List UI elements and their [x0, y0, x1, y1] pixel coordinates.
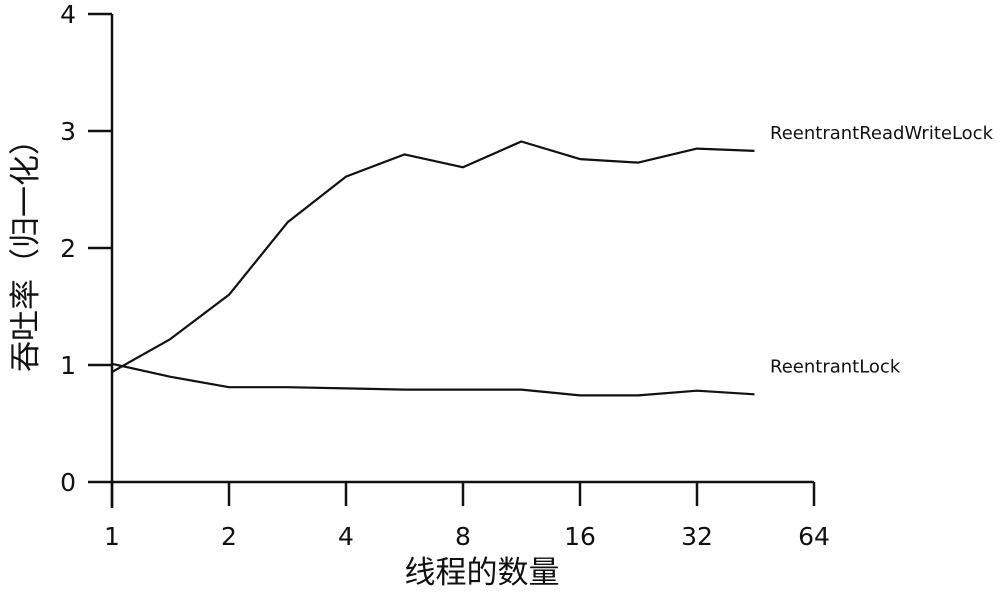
x-tick-label: 8: [455, 522, 471, 551]
x-tick-label: 4: [338, 522, 354, 551]
series-label-reentrantlock: ReentrantLock: [770, 356, 901, 377]
x-tick-label: 16: [564, 522, 596, 551]
series-line-reentrantlock: [111, 362, 755, 397]
x-axis-title: 线程的数量: [405, 555, 560, 591]
series-line-reentrantreadwritelock: [111, 140, 755, 373]
x-tick-label: 2: [221, 522, 237, 551]
y-tick-label: 3: [60, 117, 76, 146]
axes: [110, 14, 814, 508]
series-lines: [111, 140, 755, 397]
x-tick-label: 1: [104, 522, 120, 551]
y-tick-label: 4: [60, 0, 76, 29]
series-label-reentrantreadwritelock: ReentrantReadWriteLock: [770, 123, 994, 144]
series-labels: ReentrantReadWriteLock ReentrantLock: [770, 123, 994, 377]
y-tick-label: 1: [60, 351, 76, 380]
y-tick-label: 2: [60, 234, 76, 263]
x-tick-label: 32: [681, 522, 713, 551]
y-axis-title: 吞吐率（归一化）: [8, 124, 44, 372]
x-tick-label: 64: [798, 522, 830, 551]
y-tick-label: 0: [60, 468, 76, 497]
